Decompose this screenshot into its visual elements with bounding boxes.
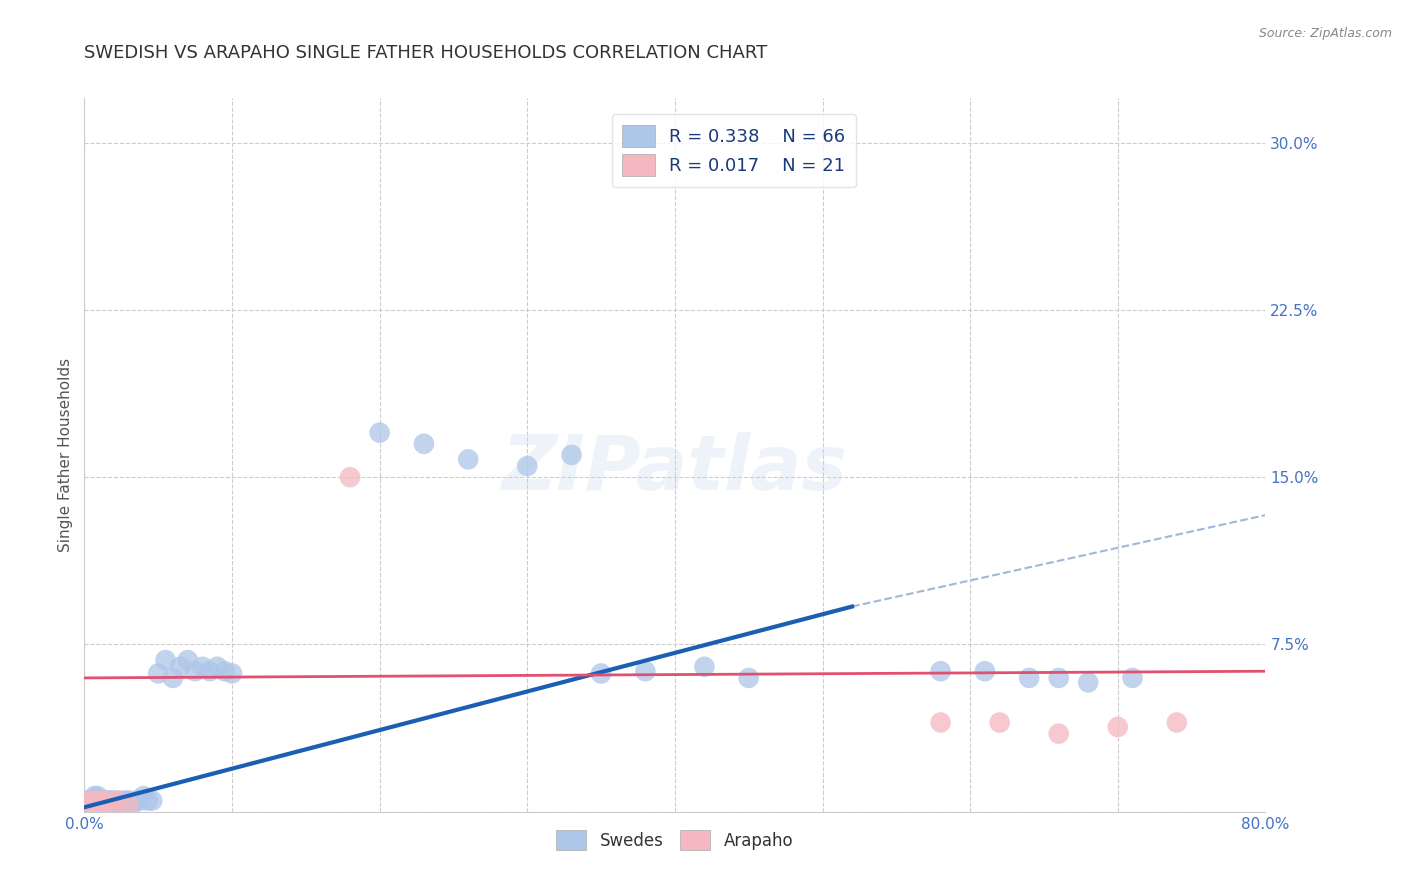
Point (82, 794, 104, 808)
Point (83, 797, 105, 812)
Text: ZIPatlas: ZIPatlas (502, 433, 848, 506)
Point (103, 794, 125, 808)
Point (75, 794, 97, 808)
Point (91, 794, 114, 808)
Point (1047, 671, 1070, 685)
Point (100, 797, 122, 812)
Point (87, 797, 111, 812)
Point (1107, 720, 1129, 734)
Point (457, 452, 479, 467)
Point (177, 653, 200, 667)
Point (148, 666, 170, 681)
Point (221, 666, 243, 681)
Point (339, 470, 361, 484)
Point (79, 797, 101, 812)
Point (90, 794, 112, 808)
Point (368, 425, 391, 440)
Point (76, 797, 98, 812)
Text: Source: ZipAtlas.com: Source: ZipAtlas.com (1258, 27, 1392, 40)
Point (118, 794, 141, 808)
Point (82, 794, 104, 808)
Point (86, 789, 108, 803)
Point (90, 800, 112, 814)
Point (101, 797, 124, 812)
Point (591, 666, 613, 681)
Point (973, 664, 995, 678)
Point (141, 794, 163, 808)
Point (86, 797, 108, 812)
Point (97, 794, 120, 808)
Point (100, 794, 122, 808)
Point (83, 797, 105, 812)
Point (413, 436, 436, 450)
Point (198, 664, 221, 678)
Point (1166, 715, 1188, 730)
Point (108, 794, 131, 808)
Point (121, 797, 143, 812)
Point (86, 797, 108, 812)
Point (1077, 675, 1099, 690)
Point (75, 797, 97, 812)
Point (1047, 726, 1070, 740)
Point (94, 794, 117, 808)
Point (191, 660, 214, 674)
Point (125, 794, 148, 808)
Point (169, 660, 191, 674)
Point (634, 664, 657, 678)
Point (162, 671, 184, 685)
Point (155, 653, 177, 667)
Point (91, 797, 114, 812)
Point (988, 715, 1011, 730)
Y-axis label: Single Father Households: Single Father Households (58, 358, 73, 552)
Point (83, 789, 105, 803)
Point (214, 664, 236, 678)
Point (114, 794, 136, 808)
Point (118, 797, 141, 812)
Point (76, 797, 98, 812)
Point (77, 797, 100, 812)
Point (77, 794, 100, 808)
Point (129, 794, 152, 808)
Point (205, 660, 228, 674)
Point (79, 800, 101, 814)
Point (80, 797, 103, 812)
Point (98, 797, 121, 812)
Point (82, 797, 104, 812)
Text: SWEDISH VS ARAPAHO SINGLE FATHER HOUSEHOLDS CORRELATION CHART: SWEDISH VS ARAPAHO SINGLE FATHER HOUSEHO… (84, 45, 768, 62)
Point (96, 797, 118, 812)
Point (80, 797, 103, 812)
Point (79, 794, 101, 808)
Point (929, 715, 952, 730)
Point (96, 794, 118, 808)
Point (929, 664, 952, 678)
Legend: Swedes, Arapaho: Swedes, Arapaho (547, 820, 803, 861)
Point (136, 794, 159, 808)
Point (693, 660, 716, 674)
Point (77, 794, 100, 808)
Point (560, 448, 583, 462)
Point (93, 797, 115, 812)
Point (87, 794, 111, 808)
Point (738, 671, 761, 685)
Point (105, 794, 128, 808)
Point (516, 459, 538, 474)
Point (84, 794, 107, 808)
Point (84, 797, 107, 812)
Point (111, 797, 134, 812)
Point (1122, 671, 1144, 685)
Point (87, 794, 111, 808)
Point (132, 789, 155, 803)
Point (80, 794, 103, 808)
Point (1018, 671, 1040, 685)
Point (105, 797, 128, 812)
Point (184, 664, 207, 678)
Point (84, 797, 107, 812)
